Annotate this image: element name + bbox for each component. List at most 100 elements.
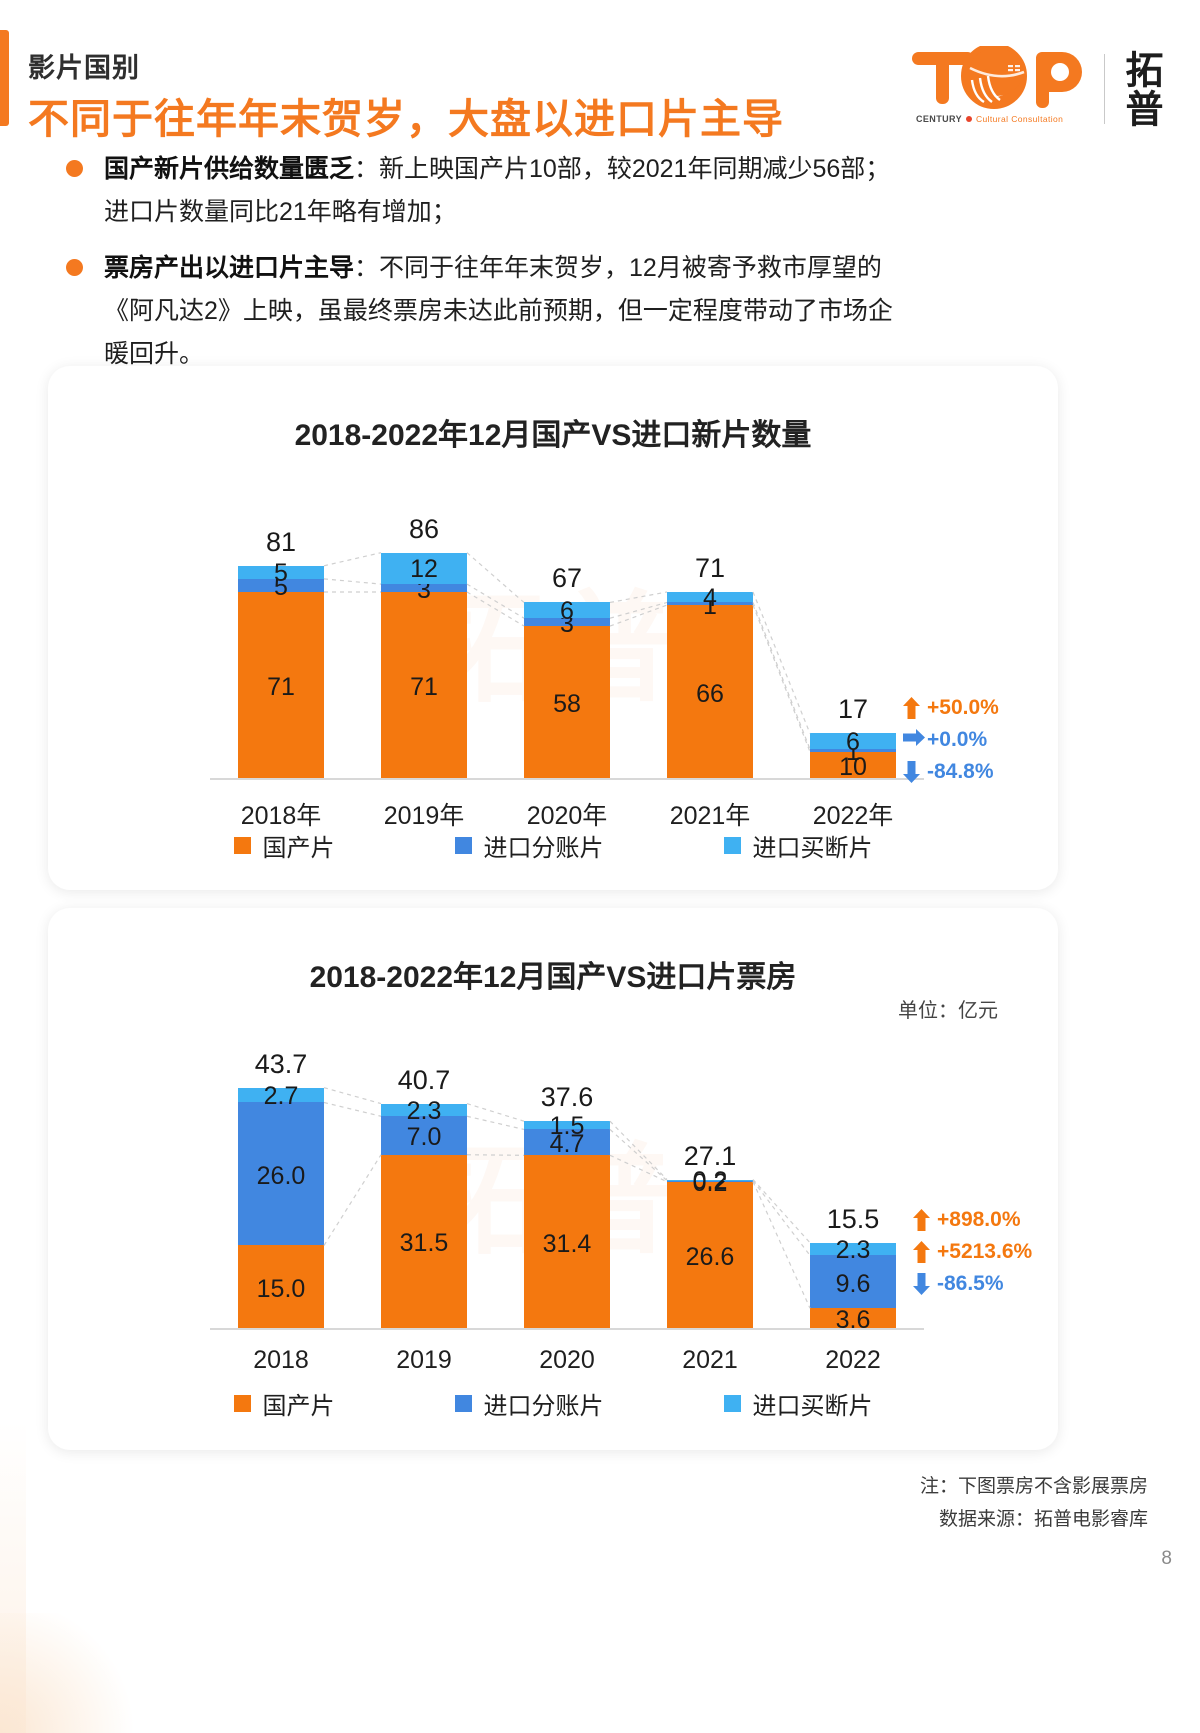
category-label: 2018 [253, 1346, 309, 1374]
growth-callout: -84.8% [903, 760, 999, 784]
bar-stack[interactable]: 26.6 0.2 0.2 27.1 [667, 1141, 753, 1328]
logo-tagline-left: CENTURY [916, 114, 962, 124]
chart-card-film-count: 拓普 2018-2022年12月国产VS进口新片数量 7155812018年71… [48, 366, 1058, 890]
bar-segment-label: 7.0 [406, 1123, 442, 1152]
bar-segment-import-buyout[interactable] [238, 1087, 324, 1103]
bullet-lead: 国产新片供给数量匮乏 [104, 155, 355, 183]
bar-segment-label: 31.5 [399, 1229, 449, 1258]
bar-segment-domestic[interactable] [381, 1154, 467, 1328]
bar-segment-import-revenue-share[interactable] [381, 1116, 467, 1155]
growth-value: -84.8% [927, 760, 994, 783]
arrow-flat-icon [903, 729, 925, 751]
legend-item[interactable]: 进口分账片 [454, 1386, 604, 1421]
category-label: 2019年 [383, 802, 465, 830]
bar-segment-import-buyout[interactable] [810, 1242, 896, 1256]
chart-axis-line [210, 778, 924, 780]
footnote-note: 注：下图票房不含影展票房 [919, 1476, 1148, 1497]
bar-segment-label: 2.7 [263, 1082, 299, 1111]
bar-total-label: 17 [837, 694, 869, 725]
bar-segment-label: 26.6 [685, 1242, 735, 1271]
bar-segment-import-revenue-share[interactable] [381, 584, 467, 592]
bar-stack[interactable]: 66 1 4 71 [667, 553, 753, 778]
bullet-text: 国产新片供给数量匮乏：新上映国产片10部，较2021年同期减少56部； 进口片数… [104, 148, 1060, 234]
bar-total-label: 67 [551, 563, 583, 594]
bullet-dot-icon [66, 160, 83, 177]
legend-item[interactable]: 进口买断片 [723, 828, 873, 863]
bar-segment-import-buyout[interactable] [238, 565, 324, 579]
bar-stack[interactable]: 10 1 6 17 [810, 694, 896, 781]
legend-label: 国产片 [262, 835, 335, 862]
legend-item[interactable]: 国产片 [233, 828, 335, 863]
chart-title: 2018-2022年12月国产VS进口片票房 [309, 961, 797, 994]
bar-segment-domestic[interactable] [810, 751, 896, 778]
legend-swatch-icon [233, 1395, 251, 1412]
bar-segment-import-buyout[interactable] [667, 1179, 753, 1181]
bar-segment-import-revenue-share[interactable] [238, 1102, 324, 1246]
legend-label: 国产片 [262, 1393, 335, 1420]
growth-callout: +898.0% [913, 1208, 1032, 1232]
bar-segment-domestic[interactable] [524, 1155, 610, 1328]
legend-item[interactable]: 进口买断片 [723, 1386, 873, 1421]
arrow-down-icon [913, 1273, 930, 1295]
bar-segment-domestic[interactable] [667, 1181, 753, 1328]
bar-stack[interactable]: 31.5 7.0 2.3 40.7 [381, 1065, 467, 1328]
chart-legend: 国产片 进口分账片 进口买断片 [48, 828, 1058, 863]
legend-label: 进口买断片 [752, 1393, 873, 1420]
legend-item[interactable]: 进口分账片 [454, 828, 604, 863]
bar-segment-import-revenue-share[interactable] [524, 618, 610, 627]
bar-segment-import-buyout[interactable] [524, 602, 610, 619]
bar-segment-import-revenue-share[interactable] [667, 1180, 753, 1182]
bar-segment-import-revenue-share[interactable] [667, 602, 753, 606]
bullet-text: 票房产出以进口片主导：不同于往年年末贺岁，12月被寄予救市厚望的 《阿凡达2》上… [104, 247, 1060, 376]
legend-label: 进口买断片 [752, 835, 873, 862]
legend-item[interactable]: 国产片 [233, 1386, 335, 1421]
bar-segment-domestic[interactable] [524, 626, 610, 778]
bullet-dot-icon [66, 259, 83, 276]
bar-stack[interactable]: 71 5 5 81 [238, 527, 324, 778]
bar-segment-domestic[interactable] [238, 591, 324, 778]
bar-segment-label: 66 [696, 679, 724, 708]
bar-segment-import-buyout[interactable] [810, 733, 896, 750]
bar-segment-import-buyout[interactable] [381, 1103, 467, 1117]
bar-stack[interactable]: 3.6 9.6 2.3 15.5 [810, 1204, 896, 1334]
growth-value: +0.0% [927, 728, 988, 751]
bar-segment-import-revenue-share[interactable] [238, 578, 324, 592]
category-label: 2020 [539, 1346, 595, 1374]
bar-segment-import-revenue-share[interactable] [810, 1255, 896, 1309]
bullet-body: ：不同于往年年末贺岁，12月被寄予救市厚望的 [354, 254, 882, 282]
bullet-body: ：新上映国产片10部，较2021年同期减少56部； [354, 155, 891, 183]
bar-segment-import-buyout[interactable] [667, 591, 753, 603]
chart-plot-area: 71 5 5 81 2018年 71 3 12 86 2019年 58 3 6 67 2020年 66 1 4 71… [48, 366, 1058, 890]
bar-segment-label: 3.6 [835, 1306, 871, 1335]
arrow-down-icon [903, 761, 920, 783]
bar-stack[interactable]: 58 3 6 67 [524, 563, 610, 778]
bar-stack[interactable]: 31.4 4.7 1.5 37.6 [524, 1082, 610, 1328]
bar-segment-label: 12 [410, 555, 438, 584]
top-wordmark-icon [908, 43, 1093, 134]
bar-segment-label: 6 [560, 597, 574, 626]
chart-axis-line [210, 1328, 924, 1330]
legend-label: 进口分账片 [483, 1393, 604, 1420]
logo-tagline: CENTURY Cultural Consultation [916, 114, 1094, 124]
legend-swatch-icon [723, 1395, 741, 1412]
bar-segment-import-buyout[interactable] [381, 552, 467, 585]
legend-label: 进口分账片 [483, 835, 604, 862]
bullet-continuation: 暖回升。 [104, 340, 205, 368]
category-label: 2022 [825, 1346, 881, 1374]
bar-segment-domestic[interactable] [810, 1308, 896, 1328]
accent-bar [0, 30, 9, 126]
bar-segment-domestic[interactable] [381, 591, 467, 778]
bar-segment-domestic[interactable] [667, 605, 753, 778]
bar-segment-domestic[interactable] [238, 1245, 324, 1328]
bullet-item: 国产新片供给数量匮乏：新上映国产片10部，较2021年同期减少56部； 进口片数… [60, 148, 1060, 234]
bar-segment-import-revenue-share[interactable] [524, 1129, 610, 1156]
bar-segment-import-revenue-share[interactable] [810, 749, 896, 752]
bar-stack[interactable]: 71 3 12 86 [381, 514, 467, 778]
bar-stack[interactable]: 15.0 26.0 2.7 43.7 [238, 1049, 324, 1328]
bar-total-label: 27.1 [683, 1140, 737, 1171]
bottom-left-tint [0, 1613, 150, 1733]
bar-segment-import-buyout[interactable] [524, 1121, 610, 1130]
page-title: 不同于往年年末贺岁，大盘以进口片主导 [28, 96, 784, 142]
bar-total-label: 15.5 [826, 1203, 880, 1234]
